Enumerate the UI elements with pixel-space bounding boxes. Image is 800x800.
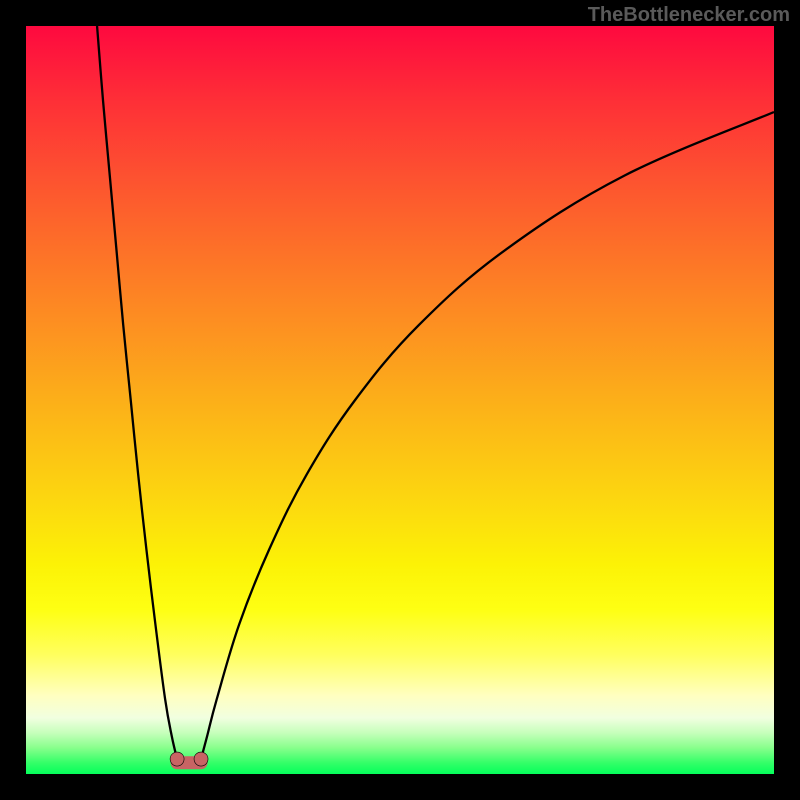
curve-layer <box>26 26 774 774</box>
plot-area <box>26 26 774 774</box>
bottom-marker-1 <box>194 752 208 766</box>
watermark-text: TheBottlenecker.com <box>588 4 790 27</box>
right-branch <box>201 112 774 759</box>
bottom-marker-0 <box>170 752 184 766</box>
left-branch <box>97 26 177 759</box>
